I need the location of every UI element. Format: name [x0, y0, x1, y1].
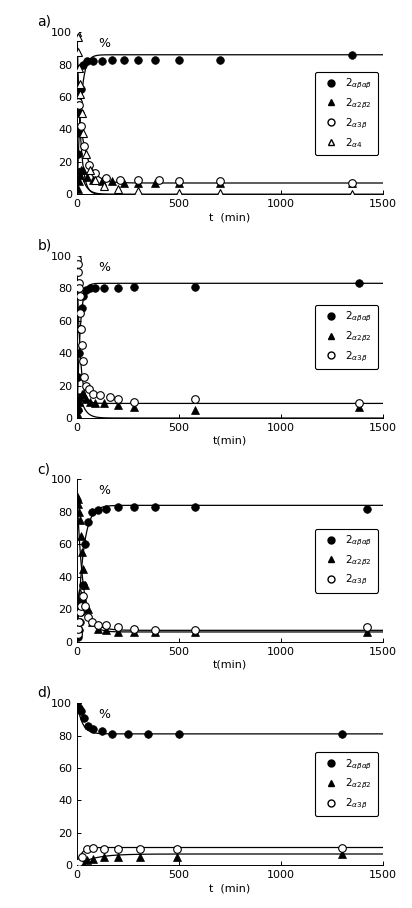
Text: c): c) [37, 462, 50, 476]
Legend: $2_{\alpha\beta\alpha\beta}$, $2_{\alpha 2\beta 2}$, $2_{\alpha 3\beta}$: $2_{\alpha\beta\alpha\beta}$, $2_{\alpha… [315, 305, 378, 369]
Legend: $2_{\alpha\beta\alpha\beta}$, $2_{\alpha 2\beta 2}$, $2_{\alpha 3\beta}$, $2_{\a: $2_{\alpha\beta\alpha\beta}$, $2_{\alpha… [315, 72, 378, 154]
Legend: $2_{\alpha\beta\alpha\beta}$, $2_{\alpha 2\beta 2}$, $2_{\alpha 3\beta}$: $2_{\alpha\beta\alpha\beta}$, $2_{\alpha… [315, 528, 378, 593]
Text: %: % [98, 261, 110, 273]
X-axis label: t(min): t(min) [213, 659, 247, 669]
Legend: $2_{\alpha\beta\alpha\beta}$, $2_{\alpha 2\beta 2}$, $2_{\alpha 3\beta}$: $2_{\alpha\beta\alpha\beta}$, $2_{\alpha… [315, 752, 378, 816]
X-axis label: t(min): t(min) [213, 436, 247, 446]
X-axis label: t  (min): t (min) [209, 883, 250, 893]
Text: a): a) [37, 15, 52, 29]
Text: %: % [98, 37, 110, 50]
Text: b): b) [37, 239, 52, 252]
Text: d): d) [37, 686, 52, 700]
X-axis label: t  (min): t (min) [209, 212, 250, 222]
Text: %: % [98, 708, 110, 721]
Text: %: % [98, 484, 110, 498]
